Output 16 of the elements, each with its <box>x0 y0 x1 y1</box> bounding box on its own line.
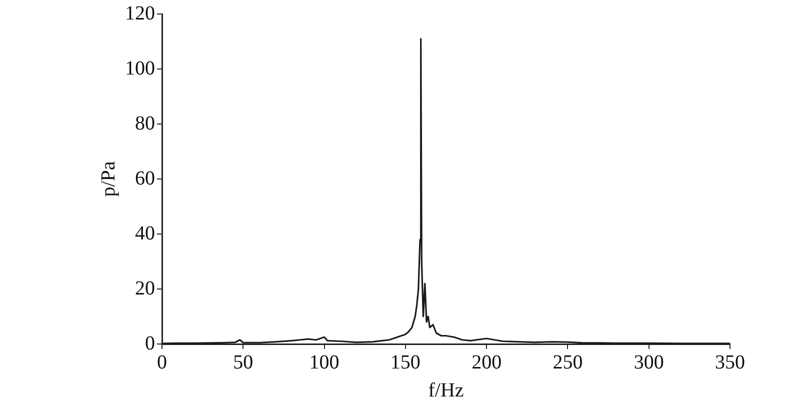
y-tick-label: 40 <box>135 222 155 244</box>
x-tick-label: 300 <box>634 351 664 374</box>
x-axis-title: f/Hz <box>428 379 464 402</box>
y-tick-label: 80 <box>135 112 155 134</box>
y-tick-label: 120 <box>125 2 155 24</box>
x-tick-label: 150 <box>390 351 420 374</box>
y-axis-title: p/Pa <box>97 161 120 197</box>
y-tick-label: 20 <box>135 277 155 300</box>
x-tick-label: 200 <box>472 351 502 374</box>
y-tick-label: 100 <box>125 57 155 80</box>
y-tick-label: 60 <box>135 167 155 190</box>
x-tick-label: 50 <box>233 351 254 374</box>
x-tick-label: 350 <box>715 351 745 374</box>
y-tick-label: 0 <box>145 332 155 354</box>
x-tick-label: 250 <box>552 351 583 374</box>
x-tick-label: 100 <box>309 351 340 374</box>
